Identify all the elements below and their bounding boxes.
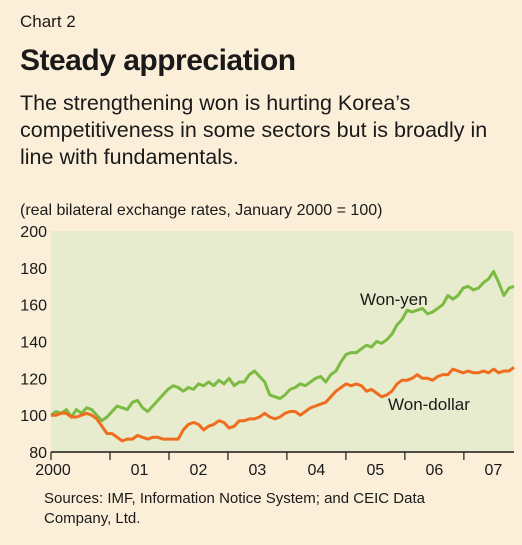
x-tick-label: 07 [484, 462, 502, 479]
series-line-won-dollar [51, 366, 515, 443]
x-tick-label: 02 [190, 462, 208, 479]
source-note: Sources: IMF, Information Notice System;… [44, 490, 425, 527]
x-axis-ticks: 2000 01 02 03 04 05 06 07 [35, 452, 502, 479]
y-axis-ticks: 80 100 120 140 160 180 200 [20, 224, 47, 462]
x-tick-label: 2000 [35, 462, 71, 479]
y-tick-label: 80 [29, 445, 47, 462]
series-group [50, 270, 515, 443]
x-tick-label: 03 [249, 462, 267, 479]
chart-title: Steady appreciation [20, 44, 296, 77]
series-label-won-yen: Won-yen [360, 290, 428, 309]
y-tick-label: 140 [20, 335, 47, 352]
plot-area [51, 231, 514, 452]
x-tick-label: 04 [308, 462, 326, 479]
y-tick-label: 200 [20, 224, 47, 241]
x-tick-label: 06 [425, 462, 443, 479]
chart-subtitle: The strengthening won is hurting Korea’s… [20, 91, 488, 169]
y-tick-label: 120 [20, 371, 47, 388]
x-tick-label: 01 [131, 462, 149, 479]
x-tick-label: 05 [366, 462, 384, 479]
y-tick-label: 180 [20, 261, 47, 278]
y-tick-label: 100 [20, 408, 47, 425]
series-label-won-dollar: Won-dollar [388, 395, 470, 414]
units-note: (real bilateral exchange rates, January … [20, 202, 383, 219]
series-line-won-yen [50, 270, 515, 423]
y-tick-label: 160 [20, 298, 47, 315]
chart-label: Chart 2 [20, 12, 76, 31]
